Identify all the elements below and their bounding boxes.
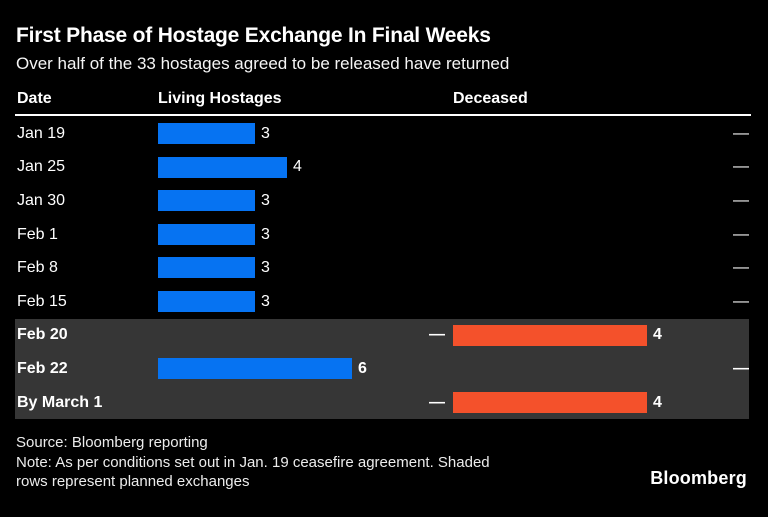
table-row: Feb 1 3 — xyxy=(15,218,749,252)
no-data-dash: — xyxy=(733,259,749,277)
column-header-deceased: Deceased xyxy=(453,90,528,107)
value-label: 3 xyxy=(261,124,270,142)
no-data-dash: — xyxy=(733,124,749,142)
row-date-label: Feb 1 xyxy=(17,225,58,243)
chart-subtitle: Over half of the 33 hostages agreed to b… xyxy=(16,54,510,73)
header-divider xyxy=(15,114,751,116)
table-row: Feb 22 6 — xyxy=(15,352,749,386)
table-row: Feb 20 — 4 xyxy=(15,318,749,353)
note-line-1: Note: As per conditions set out in Jan. … xyxy=(16,454,490,471)
chart-rows: Jan 19 3— Jan 25 4— Jan 30 3— Feb 1 3— Feb 8 3— Fe… xyxy=(15,117,749,420)
deceased-cell: 4 xyxy=(453,386,749,420)
table-row: Jan 25 4 — xyxy=(15,151,749,185)
column-gap xyxy=(445,386,453,420)
column-gap xyxy=(445,319,453,353)
living-cell: 3 xyxy=(158,117,445,151)
living-cell: 4 xyxy=(158,151,445,185)
row-date-label: Jan 25 xyxy=(17,158,66,176)
value-label: 3 xyxy=(261,191,270,209)
deceased-cell: — xyxy=(453,218,749,252)
deceased-cell: — xyxy=(453,285,749,319)
living-cell: 3 xyxy=(158,184,445,218)
note-line-2: rows represent planned exchanges xyxy=(16,473,250,490)
table-row: Jan 30 3 — xyxy=(15,184,749,218)
value-label: 3 xyxy=(261,259,270,277)
column-gap xyxy=(445,117,453,151)
living-cell: 3 xyxy=(158,218,445,252)
row-date-label: Feb 8 xyxy=(17,259,58,277)
column-gap xyxy=(445,352,453,386)
row-date-label: By March 1 xyxy=(17,393,103,411)
column-gap xyxy=(445,151,453,185)
row-date-label: Feb 15 xyxy=(17,292,67,310)
living-cell: 3 xyxy=(158,251,445,285)
column-gap xyxy=(445,184,453,218)
living-hostages-bar xyxy=(158,290,255,312)
deceased-bar xyxy=(453,391,647,413)
table-row: Jan 19 3 — xyxy=(15,117,749,151)
column-header-date: Date xyxy=(17,90,52,107)
value-label: 6 xyxy=(358,359,367,377)
row-date-label: Feb 22 xyxy=(17,359,68,377)
living-hostages-bar xyxy=(158,358,352,380)
column-header-living-hostages: Living Hostages xyxy=(158,90,282,107)
living-cell: — xyxy=(158,386,445,420)
no-data-dash: — xyxy=(429,393,445,411)
column-headers: Date Living Hostages Deceased xyxy=(15,90,749,108)
deceased-bar xyxy=(453,324,647,346)
living-cell: 6 xyxy=(158,352,445,386)
value-label: 3 xyxy=(261,225,270,243)
value-label: 4 xyxy=(653,326,662,344)
living-hostages-bar xyxy=(158,190,255,212)
column-gap xyxy=(445,90,453,108)
no-data-dash: — xyxy=(733,191,749,209)
no-data-dash: — xyxy=(733,158,749,176)
value-label: 4 xyxy=(293,158,302,176)
table-row: Feb 8 3 — xyxy=(15,251,749,285)
living-hostages-bar xyxy=(158,257,255,279)
no-data-dash: — xyxy=(733,225,749,243)
source-text: Source: Bloomberg reporting xyxy=(16,434,208,451)
living-cell: — xyxy=(158,319,445,353)
column-gap xyxy=(445,218,453,252)
row-date-label: Feb 20 xyxy=(17,326,68,344)
living-cell: 3 xyxy=(158,285,445,319)
deceased-cell: — xyxy=(453,151,749,185)
living-hostages-bar xyxy=(158,123,255,144)
living-hostages-bar xyxy=(158,223,255,245)
living-hostages-bar xyxy=(158,156,287,178)
note-text: Note: As per conditions set out in Jan. … xyxy=(16,453,490,491)
no-data-dash: — xyxy=(429,326,445,344)
chart-title: First Phase of Hostage Exchange In Final… xyxy=(16,24,491,47)
column-gap xyxy=(445,285,453,319)
table-row: By March 1 — 4 xyxy=(15,385,749,420)
value-label: 4 xyxy=(653,393,662,411)
value-label: 3 xyxy=(261,292,270,310)
deceased-cell: 4 xyxy=(453,319,749,353)
deceased-cell: — xyxy=(453,352,749,386)
table-row: Feb 15 3 — xyxy=(15,285,749,319)
row-date-label: Jan 19 xyxy=(17,124,66,142)
no-data-dash: — xyxy=(733,292,749,310)
deceased-cell: — xyxy=(453,184,749,218)
deceased-cell: — xyxy=(453,251,749,285)
no-data-dash: — xyxy=(733,359,749,377)
row-date-label: Jan 30 xyxy=(17,191,66,209)
bloomberg-logo: Bloomberg xyxy=(650,468,747,488)
deceased-cell: — xyxy=(453,117,749,151)
column-gap xyxy=(445,251,453,285)
